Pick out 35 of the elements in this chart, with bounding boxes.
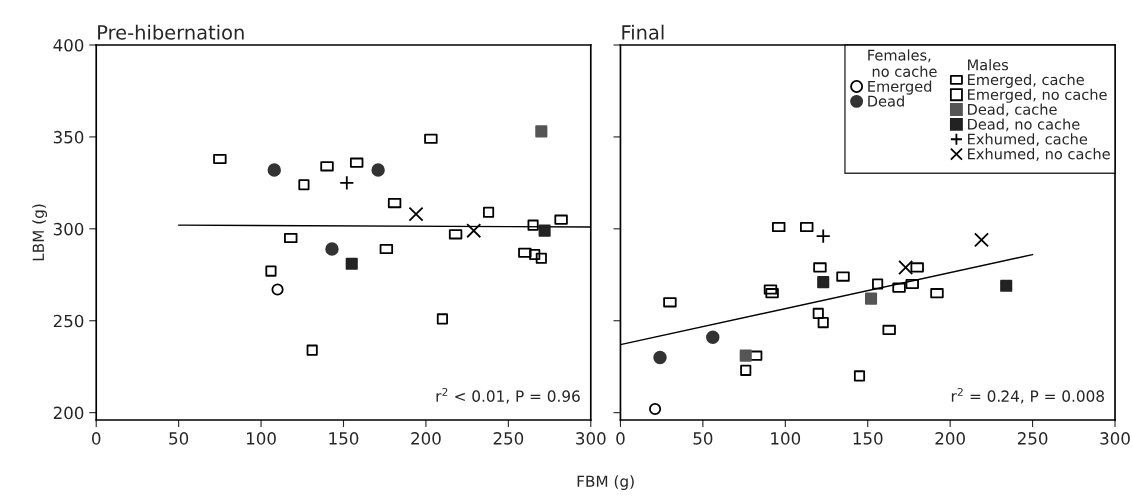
legend-label: Dead, no cache (968, 118, 1080, 132)
chart-title: Final (622, 24, 664, 40)
y-tick-label: 400 (53, 38, 84, 52)
x-tick-label: 300 (576, 432, 606, 445)
x-tick-label: 250 (1017, 432, 1048, 445)
legend-label: Exhumed, cache (968, 133, 1088, 147)
x-tick-label: 0 (92, 432, 101, 445)
legend-label: Emerged (868, 80, 932, 95)
annotation: Males (968, 59, 1009, 71)
x-tick-label: 200 (411, 432, 441, 445)
chart-title: Pre-hibernation (98, 24, 244, 40)
y-tick-label: 300 (53, 222, 84, 236)
y-tick-label: 350 (53, 130, 84, 144)
y-tick-label: 250 (53, 314, 84, 328)
legend-label: Dead, cache (968, 103, 1057, 117)
x-tick-label: 0 (616, 432, 625, 445)
legend-label: Dead (868, 95, 904, 107)
x-tick-label: 250 (493, 432, 524, 445)
y-axis-title: LBM (g) (32, 204, 48, 261)
x-tick-label: 150 (853, 432, 883, 445)
x-tick-label: 300 (1100, 432, 1130, 445)
x-tick-label: 200 (935, 432, 965, 445)
x-tick-label: 100 (771, 432, 801, 445)
x-axis-title: FBM (g) (577, 475, 634, 490)
legend-label: Exhumed, no cache (968, 148, 1110, 161)
annotation: Females, no cache (868, 49, 937, 77)
x-tick-label: 50 (693, 432, 713, 445)
x-tick-label: 150 (329, 432, 359, 445)
x-tick-label: 100 (247, 432, 276, 445)
annotation: r$^{2}$ = 0.24, P = 0.008 (951, 387, 1104, 404)
annotation: r$^{2}$ < 0.01, P = 0.96 (436, 387, 580, 404)
legend-label: Emerged, no cache (968, 88, 1107, 103)
y-tick-label: 200 (53, 406, 84, 420)
legend-label: Emerged, cache (968, 73, 1084, 89)
x-tick-label: 50 (169, 432, 189, 445)
